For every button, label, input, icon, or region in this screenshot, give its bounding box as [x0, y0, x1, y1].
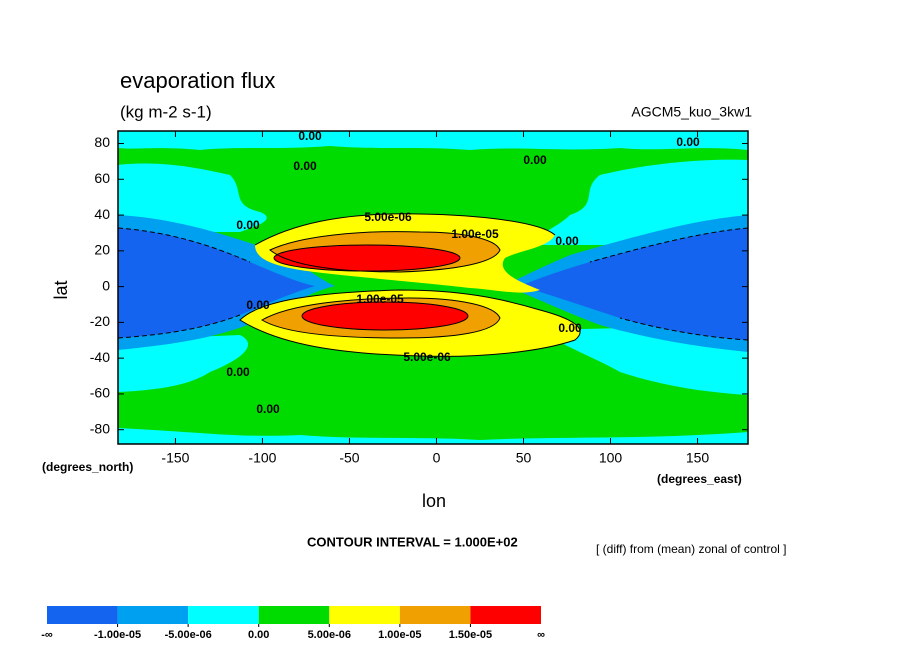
y-tick-label: 0	[102, 277, 110, 293]
colorbar-swatch	[258, 606, 330, 624]
x-tick-label: 150	[686, 450, 710, 466]
contour-label: 0.00	[676, 135, 700, 149]
x-axis-label: lon	[422, 491, 446, 511]
contour-label: 5.00e-06	[403, 350, 451, 364]
x-tick-label: 50	[516, 450, 532, 466]
y-axis-label: lat	[51, 280, 71, 299]
contour-label: 0.00	[558, 321, 582, 335]
field-cyan	[118, 428, 748, 444]
contour-interval: CONTOUR INTERVAL = 1.000E+02	[307, 534, 518, 549]
y-tick-label: 40	[94, 206, 110, 222]
field-cyan	[118, 335, 249, 392]
colorbar-swatch	[329, 606, 400, 624]
colorbar-swatch	[399, 606, 471, 624]
x-tick-label: -150	[161, 450, 189, 466]
colorbar-label: 0.00	[248, 629, 269, 641]
contour-label: 0.00	[293, 159, 317, 173]
note: [ (diff) from (mean) zonal of control ]	[596, 542, 787, 556]
chart-subtitle: (kg m-2 s-1)	[120, 102, 212, 121]
colorbar-swatch	[188, 606, 259, 624]
y-tick-label: -60	[90, 385, 110, 401]
field-blue	[118, 228, 315, 338]
contour-label: 0.00	[523, 153, 547, 167]
y-tick-label: -80	[90, 420, 110, 436]
x-tick-label: 100	[599, 450, 623, 466]
colorbar-label: 1.50e-05	[449, 629, 492, 641]
colorbar-label: -∞	[41, 629, 53, 641]
y-tick-label: 60	[94, 170, 110, 186]
contour-label: 5.00e-06	[364, 210, 412, 224]
field-red	[274, 245, 460, 271]
field-blue	[520, 228, 748, 340]
colorbar-label: 1.00e-05	[378, 629, 421, 641]
x-tick-label: -50	[339, 450, 359, 466]
contour-fields	[118, 131, 748, 444]
colorbar-label: 5.00e-06	[308, 629, 351, 641]
field-cyan	[118, 163, 267, 232]
x-tick-label: -100	[248, 450, 276, 466]
colorbar-swatch	[117, 606, 189, 624]
colorbar-label: -5.00e-06	[165, 629, 212, 641]
contour-label: 0.00	[256, 402, 280, 416]
colorbar-swatch	[470, 606, 541, 624]
contour-lines	[118, 213, 748, 357]
model-label: AGCM5_kuo_3kw1	[631, 104, 752, 120]
contour-label: 0.00	[555, 234, 579, 248]
y-unit-label: (degrees_north)	[42, 460, 133, 474]
field-red	[302, 302, 468, 330]
y-tick-label: -40	[90, 349, 110, 365]
contour-label: 0.00	[246, 298, 270, 312]
contour-label: 0.00	[298, 129, 322, 143]
y-tick-label: -20	[90, 313, 110, 329]
colorbar-label: ∞	[537, 629, 545, 641]
y-tick-label: 20	[94, 242, 110, 258]
chart-title: evaporation flux	[120, 68, 275, 93]
field-cyan	[118, 131, 748, 150]
x-unit-label: (degrees_east)	[657, 472, 742, 486]
contour-label: 0.00	[226, 365, 250, 379]
contour-label: 0.00	[236, 218, 260, 232]
contour-label: 1.00e-05	[451, 227, 499, 241]
plot-frame	[117, 130, 749, 445]
y-tick-label: 80	[94, 134, 110, 150]
colorbar-swatch	[47, 606, 118, 624]
colorbar-label: -1.00e-05	[94, 629, 141, 641]
x-tick-label: 0	[433, 450, 441, 466]
contour-label: 1.00e-05	[356, 292, 404, 306]
